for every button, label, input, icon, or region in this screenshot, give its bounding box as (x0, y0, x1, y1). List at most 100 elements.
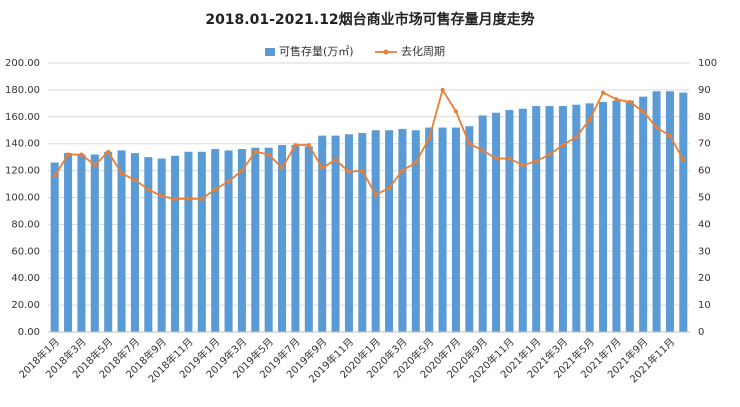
line-marker (467, 141, 472, 146)
y2-tick-label: 0 (698, 327, 704, 338)
line-marker (253, 149, 258, 154)
line-marker (507, 156, 512, 161)
y2-tick-label: 20 (698, 273, 711, 284)
line-marker (627, 100, 632, 105)
line-marker (587, 117, 592, 122)
bar (532, 106, 541, 332)
bar (64, 153, 73, 332)
line-marker (427, 136, 432, 141)
bar (224, 150, 233, 332)
line-marker (520, 163, 525, 168)
bar (304, 146, 313, 332)
bar (77, 154, 86, 332)
line-marker (614, 97, 619, 102)
line-marker (199, 196, 204, 201)
bar (331, 135, 340, 332)
y-tick-label: 200.00 (5, 58, 40, 69)
line-marker (106, 149, 111, 154)
line-marker (654, 125, 659, 130)
line-marker (119, 171, 124, 176)
y2-tick-label: 100 (698, 58, 717, 69)
line-marker (547, 152, 552, 157)
line-marker (360, 168, 365, 173)
bar (545, 106, 554, 332)
bar (184, 151, 193, 332)
bar (264, 147, 273, 332)
line-marker (641, 109, 646, 114)
bar (599, 102, 608, 332)
line-marker (306, 143, 311, 148)
line-marker (453, 109, 458, 114)
bar (585, 103, 594, 332)
bar (251, 147, 260, 332)
y2-tick-label: 90 (698, 85, 711, 96)
bar (385, 130, 394, 332)
line-marker (601, 90, 606, 95)
bar (652, 91, 661, 333)
legend-label: 可售存量(万㎡) (279, 44, 354, 58)
bar (104, 151, 113, 332)
bar (371, 130, 380, 332)
bar (344, 134, 353, 332)
line-marker (413, 160, 418, 165)
line-marker (266, 152, 271, 157)
line-marker (560, 143, 565, 148)
line-marker (440, 87, 445, 92)
line-marker (667, 133, 672, 138)
y2-tick-label: 70 (698, 139, 711, 150)
legend-label: 去化周期 (401, 44, 445, 58)
legend-swatch (265, 48, 275, 56)
bar (679, 92, 688, 332)
bar (665, 91, 674, 333)
bar (492, 112, 501, 332)
bar (171, 155, 180, 332)
bar (411, 130, 420, 332)
bar (558, 106, 567, 332)
bar (639, 96, 648, 332)
bar (117, 150, 126, 332)
line-marker (52, 173, 57, 178)
bar (625, 100, 634, 332)
y2-tick-label: 10 (698, 300, 711, 311)
bar (130, 153, 139, 332)
line-marker (66, 152, 71, 157)
line-marker (239, 168, 244, 173)
line-marker (280, 165, 285, 170)
y-tick-label: 60.00 (11, 246, 40, 257)
line-marker (79, 152, 84, 157)
line-marker (480, 148, 485, 153)
y2-tick-label: 60 (698, 166, 711, 177)
line-marker (320, 165, 325, 170)
y2-tick-label: 30 (698, 246, 711, 257)
line-marker (293, 143, 298, 148)
line-marker (146, 187, 151, 192)
bar (425, 127, 434, 332)
line-marker (213, 187, 218, 192)
y-tick-label: 20.00 (11, 300, 40, 311)
line-marker (387, 186, 392, 191)
line-marker (346, 169, 351, 174)
line-marker (574, 134, 579, 139)
line-marker (92, 163, 97, 168)
bar (278, 145, 287, 332)
bar (291, 145, 300, 332)
line-marker (400, 168, 405, 173)
y-tick-label: 160.00 (5, 112, 40, 123)
bar (505, 110, 514, 332)
line-marker (681, 157, 686, 162)
bar (211, 149, 220, 332)
bar (144, 157, 153, 332)
y2-tick-label: 40 (698, 219, 711, 230)
bar (318, 135, 327, 332)
bar (157, 158, 166, 332)
line-marker (226, 179, 231, 184)
bar (612, 100, 621, 332)
bar (398, 128, 407, 332)
bar (572, 104, 581, 332)
line-marker (494, 156, 499, 161)
line-marker (333, 157, 338, 162)
chart-title: 2018.01-2021.12烟台商业市场可售存量月度走势 (205, 11, 534, 28)
line-marker (159, 194, 164, 199)
bar (478, 115, 487, 332)
